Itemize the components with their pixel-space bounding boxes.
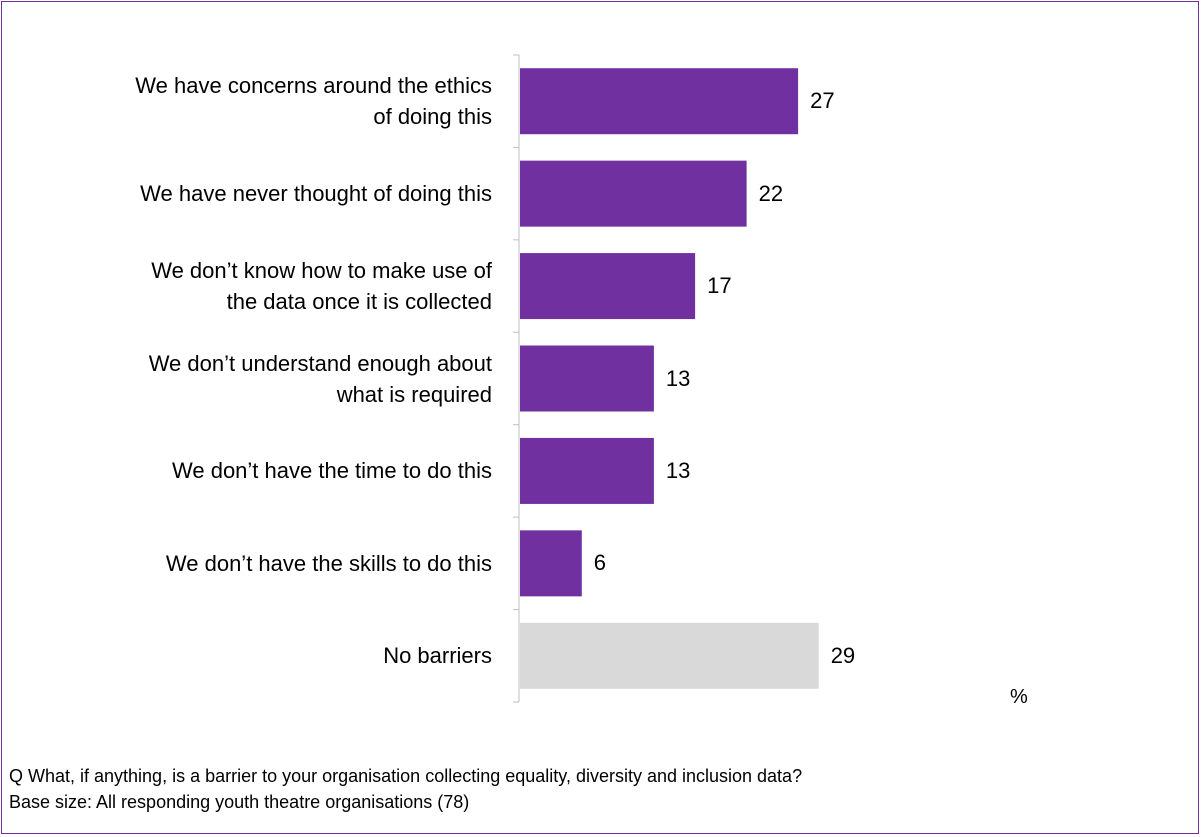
- value-label: 13: [665, 457, 691, 483]
- category-label: We have concerns around the ethics of do…: [135, 73, 492, 130]
- category-label: We don’t know how to make use of the dat…: [151, 258, 492, 315]
- unit-label: %: [1010, 686, 1028, 708]
- bar: [520, 530, 582, 597]
- bar: [520, 622, 819, 689]
- footnote-base: Base size: All responding youth theatre …: [9, 792, 470, 812]
- value-label: 27: [810, 88, 835, 114]
- bar: [520, 437, 654, 504]
- footnote-question: Q What, if anything, is a barrier to you…: [9, 766, 803, 786]
- category-label: We don’t have the time to do this: [172, 458, 492, 484]
- bar: [520, 68, 799, 135]
- value-label: 6: [593, 550, 607, 576]
- bar: [520, 160, 747, 227]
- value-label: 13: [665, 365, 691, 391]
- bar: [520, 253, 696, 320]
- category-label: We have never thought of doing this: [140, 181, 492, 207]
- value-label: 22: [758, 180, 784, 206]
- bar: [520, 345, 654, 412]
- category-label: We don’t understand enough about what is…: [148, 350, 492, 407]
- value-label: 29: [830, 642, 856, 668]
- category-label: We don’t have the skills to do this: [165, 550, 492, 576]
- value-label: 17: [707, 273, 732, 299]
- category-label: No barriers: [383, 643, 492, 669]
